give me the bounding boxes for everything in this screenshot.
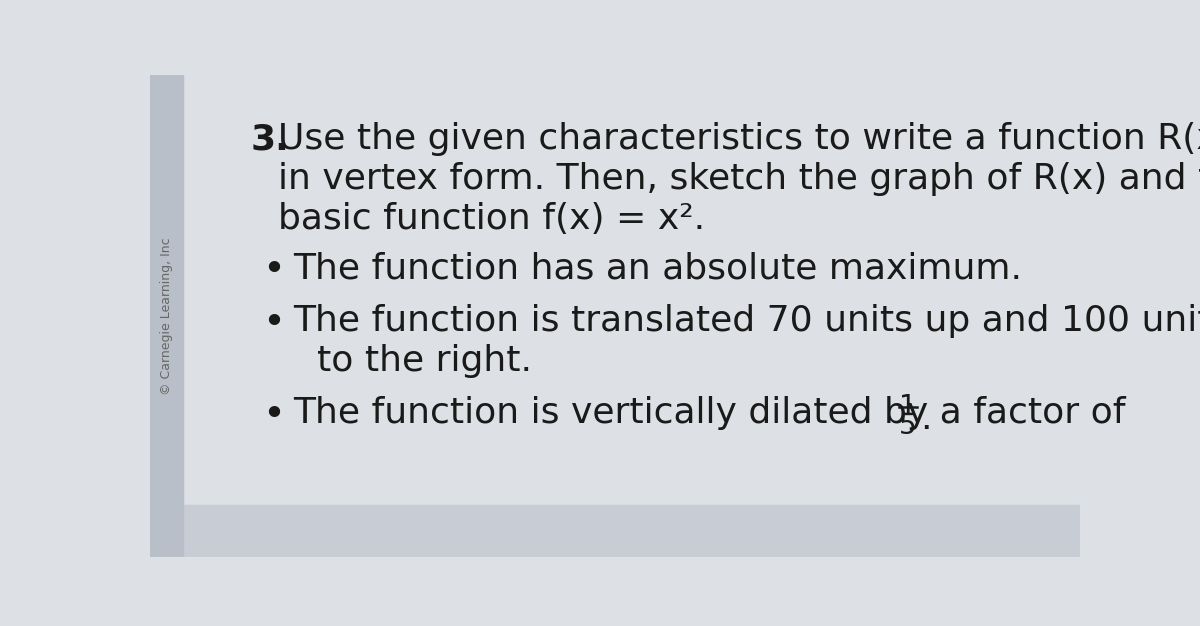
Bar — [150, 505, 1080, 557]
Text: .: . — [920, 403, 932, 436]
Text: basic function f(x) = x².: basic function f(x) = x². — [278, 202, 706, 236]
Text: © Carnegie Learning, Inc: © Carnegie Learning, Inc — [160, 237, 173, 395]
Text: •: • — [263, 396, 286, 434]
Text: 1: 1 — [899, 393, 917, 421]
Text: The function has an absolute maximum.: The function has an absolute maximum. — [293, 252, 1022, 285]
Text: to the right.: to the right. — [317, 344, 532, 378]
Text: 5: 5 — [899, 412, 917, 439]
Text: in vertex form. Then, sketch the graph of R(x) and the: in vertex form. Then, sketch the graph o… — [278, 162, 1200, 196]
Text: The function is translated 70 units up and 100 units: The function is translated 70 units up a… — [293, 304, 1200, 338]
Text: •: • — [263, 252, 286, 289]
Text: Use the given characteristics to write a function R(x): Use the given characteristics to write a… — [278, 122, 1200, 156]
Bar — [150, 75, 182, 557]
Text: •: • — [263, 304, 286, 342]
Text: The function is vertically dilated by a factor of: The function is vertically dilated by a … — [293, 396, 1138, 430]
Text: 3.: 3. — [251, 122, 289, 156]
